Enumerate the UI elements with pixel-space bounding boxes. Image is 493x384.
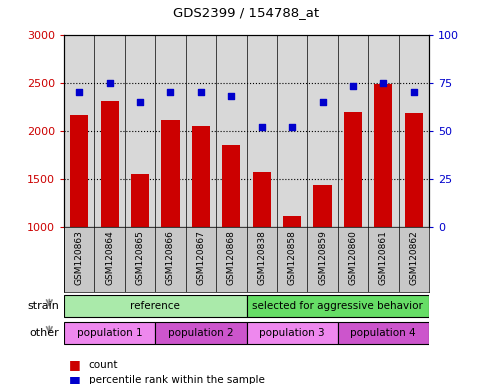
- Text: ■: ■: [69, 374, 81, 384]
- Point: [258, 124, 266, 130]
- Point: [167, 89, 175, 95]
- Bar: [246, 295, 429, 318]
- Text: population 4: population 4: [351, 328, 416, 338]
- Text: GSM120864: GSM120864: [105, 230, 114, 285]
- Bar: [405, 113, 423, 227]
- Text: ■: ■: [69, 358, 81, 371]
- Bar: [155, 322, 246, 344]
- Bar: [222, 146, 241, 227]
- Text: GSM120867: GSM120867: [196, 230, 206, 285]
- Bar: [192, 126, 210, 227]
- Point: [288, 124, 296, 130]
- Bar: [338, 322, 429, 344]
- Text: population 1: population 1: [77, 328, 142, 338]
- Text: GSM120861: GSM120861: [379, 230, 388, 285]
- Point: [349, 83, 357, 89]
- Text: count: count: [89, 360, 118, 370]
- Bar: [161, 121, 179, 227]
- Bar: [131, 174, 149, 227]
- Bar: [246, 322, 338, 344]
- Text: GSM120865: GSM120865: [136, 230, 144, 285]
- Bar: [344, 112, 362, 227]
- Text: GSM120862: GSM120862: [409, 230, 418, 285]
- Text: percentile rank within the sample: percentile rank within the sample: [89, 375, 265, 384]
- Text: GSM120838: GSM120838: [257, 230, 266, 285]
- Bar: [252, 172, 271, 227]
- Text: other: other: [30, 328, 59, 338]
- Text: GSM120863: GSM120863: [75, 230, 84, 285]
- Point: [227, 93, 235, 99]
- Bar: [70, 115, 88, 227]
- Point: [136, 99, 144, 105]
- Point: [197, 89, 205, 95]
- Point: [318, 99, 326, 105]
- Bar: [314, 185, 332, 227]
- Bar: [374, 84, 392, 227]
- Text: GSM120858: GSM120858: [287, 230, 297, 285]
- Point: [106, 79, 113, 86]
- Text: GSM120868: GSM120868: [227, 230, 236, 285]
- Text: selected for aggressive behavior: selected for aggressive behavior: [252, 301, 423, 311]
- Bar: [101, 101, 119, 227]
- Text: reference: reference: [130, 301, 180, 311]
- Bar: [64, 322, 155, 344]
- Text: population 3: population 3: [259, 328, 325, 338]
- Text: GSM120866: GSM120866: [166, 230, 175, 285]
- Text: strain: strain: [27, 301, 59, 311]
- Text: GSM120859: GSM120859: [318, 230, 327, 285]
- Bar: [283, 217, 301, 227]
- Text: population 2: population 2: [168, 328, 234, 338]
- Text: GDS2399 / 154788_at: GDS2399 / 154788_at: [174, 6, 319, 19]
- Bar: [64, 295, 246, 318]
- Point: [380, 79, 387, 86]
- Text: GSM120860: GSM120860: [349, 230, 357, 285]
- Point: [410, 89, 418, 95]
- Point: [75, 89, 83, 95]
